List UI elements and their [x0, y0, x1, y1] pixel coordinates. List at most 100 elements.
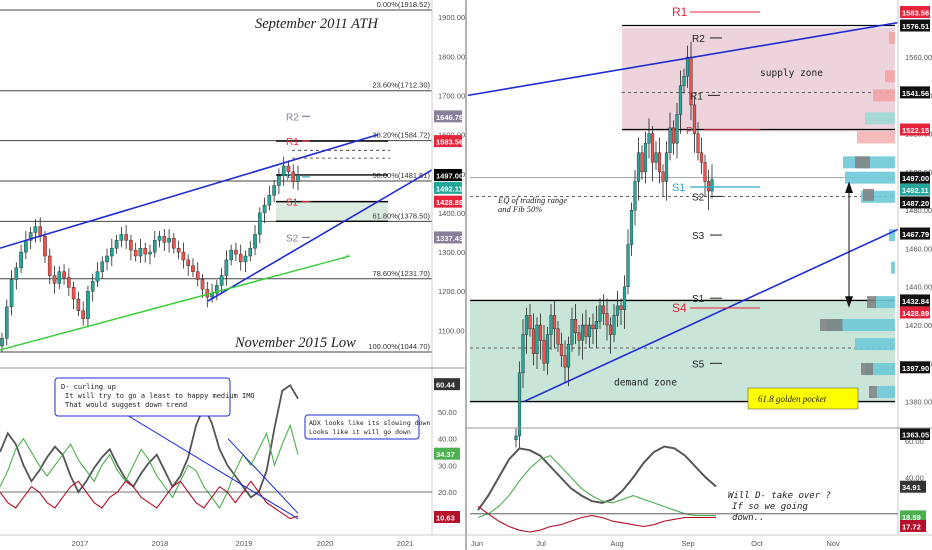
candle-body: [549, 315, 553, 335]
right-x-tick: Oct: [751, 539, 764, 548]
right-price-tag-text: 1363.05: [902, 431, 929, 440]
volume-profile-bar: [845, 171, 895, 184]
candle-body: [643, 143, 648, 173]
candle-body: [162, 236, 167, 243]
candle-body: [664, 152, 669, 182]
note-text: It will try to go a least to happy mediu…: [65, 392, 255, 400]
candle-body: [706, 181, 711, 192]
supply-zone: [622, 27, 895, 132]
left-price-tick: 1200.00: [438, 287, 465, 296]
right-price-tag: [900, 227, 930, 240]
right-x-tick: Sep: [681, 539, 694, 548]
pivot-label: S1: [692, 294, 705, 305]
right-indicator-tag-text: 17.72: [902, 522, 921, 531]
pivot-label: S2: [692, 192, 705, 203]
candle-body: [703, 162, 707, 182]
candle-body: [696, 133, 700, 153]
eq-label: and Fib 50%: [498, 204, 542, 214]
candle-body: [296, 174, 300, 182]
left-price-tag: [434, 168, 462, 181]
eq-label: EQ of trading range: [497, 195, 567, 205]
fib-label: 100.00%(1044.70): [368, 342, 430, 351]
right-price-tag-text: 1428.89: [902, 309, 929, 318]
trendline-upper: [467, 21, 899, 97]
right-price-tick: 1560.00: [905, 53, 932, 62]
candle-body: [566, 343, 571, 368]
candle-body: [654, 152, 658, 163]
right-price-tick: 1460.00: [905, 244, 932, 253]
pivot-label: S5: [692, 359, 705, 370]
right-price-tag: [900, 171, 930, 184]
left-x-tick: 2017: [72, 539, 89, 548]
candle-body: [167, 238, 171, 243]
candle-body: [157, 236, 162, 241]
volume-profile-bar: [875, 296, 895, 309]
candle-body: [608, 324, 613, 335]
left-price-tick: 1400.00: [438, 209, 465, 218]
candle-body: [601, 305, 606, 314]
candle-body: [14, 267, 19, 280]
right-x-tick: Jun: [471, 539, 483, 548]
volume-profile-gray: [869, 385, 877, 398]
volume-profile-gray: [855, 156, 870, 169]
candle-body: [531, 328, 536, 354]
left-indicator-tag: [434, 510, 460, 523]
candle-body: [100, 261, 105, 272]
candle-body: [47, 255, 52, 276]
candle-body: [542, 340, 546, 364]
candle-body: [176, 247, 181, 253]
right-indicator-tag: [900, 510, 926, 523]
candle-body: [129, 240, 133, 251]
candle-body: [52, 275, 57, 284]
left-price-tick: 1900.00: [438, 13, 465, 22]
left-price-tag-text: 1337.43: [436, 234, 463, 243]
candle-body: [545, 334, 550, 364]
candle-body: [577, 332, 581, 341]
right-price-tag: [900, 361, 930, 374]
fib-label: 38.20%(1584.72): [372, 131, 430, 140]
left-price-tag-text: 1497.00: [436, 171, 463, 180]
candle-body: [4, 306, 9, 339]
candle-body: [215, 285, 219, 294]
left-indicator-tag-text: 34.37: [436, 450, 455, 459]
candle-body: [114, 240, 119, 249]
right-price-tag: [900, 196, 930, 209]
candle-body: [110, 247, 114, 257]
candle-body: [286, 165, 291, 173]
left-x-tick: 2020: [317, 539, 334, 548]
candle-body: [219, 275, 224, 286]
left-x-tick: 2021: [397, 539, 414, 548]
right-price-tick: 1440.00: [905, 283, 932, 292]
right-price-tag-text: 1541.56: [902, 89, 929, 98]
right-price-tag-text: 1522.15: [902, 126, 929, 135]
left-bottom-label: November 2015 Low: [234, 335, 356, 351]
candle-body: [633, 181, 637, 211]
fib-label: 23.60%(1712.30): [372, 81, 430, 90]
pivot-label: P: [686, 126, 693, 137]
supply-zone-label: supply zone: [760, 68, 823, 79]
volume-profile-bar: [873, 89, 895, 102]
right-indicator-tag-text: 18.59: [902, 513, 921, 522]
right-price-tag-text: 1397.90: [902, 364, 929, 373]
candle-body: [224, 259, 229, 276]
candle-body: [619, 305, 623, 310]
volume-profile-bar: [827, 319, 895, 332]
arrow-head-down: [845, 296, 853, 308]
pivot-label: R2: [692, 34, 705, 45]
candle-body: [267, 195, 272, 206]
candle-body: [514, 435, 518, 441]
candle-body: [598, 305, 602, 322]
candle-body: [143, 247, 148, 255]
left-x-tick: 2018: [152, 539, 169, 548]
demand-zone-label: demand zone: [614, 377, 677, 388]
left-price-tick: 1700.00: [438, 92, 465, 101]
candle-body: [622, 286, 627, 310]
golden-pocket-box: [747, 387, 859, 410]
candle-body: [62, 271, 66, 278]
candle-body: [258, 212, 262, 235]
